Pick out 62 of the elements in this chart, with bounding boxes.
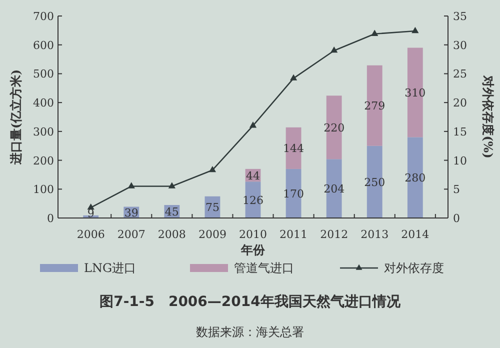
legend-label: LNG进口	[84, 261, 136, 275]
y-tick-label: 600	[33, 38, 54, 52]
legend-label: 管道气进口	[234, 261, 294, 275]
x-axis-title: 年份	[240, 243, 266, 257]
y2-tick-label: 0	[453, 212, 460, 225]
point	[290, 74, 298, 80]
data-label: 75	[205, 201, 220, 214]
data-label: 204	[324, 182, 345, 196]
data-label: 280	[404, 172, 426, 185]
x-tick-label: 2006	[76, 228, 105, 241]
y2-tick-label: 30	[453, 38, 467, 52]
data-label: 279	[364, 100, 386, 113]
y-tick-label: 400	[33, 96, 54, 110]
point	[208, 166, 216, 172]
y2-tick-label: 25	[453, 68, 467, 81]
data-label: 170	[283, 187, 304, 200]
data-label: 45	[164, 206, 179, 219]
y2-tick-label: 5	[453, 183, 460, 196]
point	[412, 26, 419, 34]
point	[249, 122, 257, 128]
data-label: 126	[242, 194, 264, 207]
y2-tick-label: 20	[453, 96, 467, 110]
x-tick-label: 2008	[158, 228, 186, 241]
y-tick-label: 300	[33, 125, 54, 138]
y-tick-label: 500	[33, 68, 54, 81]
y2-tick-label: 15	[453, 125, 467, 138]
source-note: 数据来源：海关总署	[196, 325, 304, 339]
data-label: 44	[246, 169, 260, 182]
point	[371, 30, 378, 36]
y-tick-label: 700	[33, 10, 54, 23]
x-tick-label: 2013	[360, 228, 389, 241]
y-tick-label: 200	[33, 154, 54, 168]
y2-axis-title: 对外依存度(%)	[481, 74, 495, 158]
bar	[326, 159, 342, 218]
x-tick-label: 2011	[280, 228, 308, 241]
data-label: 144	[283, 142, 304, 156]
y-axis-title: 进口量(亿立方米)	[9, 69, 23, 166]
bar	[366, 65, 382, 146]
x-tick-label: 2009	[198, 228, 226, 241]
data-label: 220	[324, 121, 345, 134]
y-tick-label: 0	[47, 212, 54, 225]
data-label: 39	[124, 206, 138, 220]
bar	[366, 146, 382, 218]
bar	[286, 168, 302, 218]
data-label: 310	[404, 86, 426, 100]
data-label: 9	[87, 207, 94, 220]
text: 图7-1-5 2006—2014年我国天然气进口情况	[100, 294, 402, 310]
x-tick-label: 2012	[320, 228, 348, 241]
bar	[407, 137, 423, 218]
legend-label: 对外依存度	[384, 261, 444, 275]
x-tick-label: 2007	[117, 228, 146, 241]
x-tick-label: 2010	[239, 228, 267, 241]
point	[128, 182, 135, 188]
bar	[407, 48, 423, 138]
point	[168, 182, 176, 188]
y-tick-label: 100	[33, 183, 54, 196]
point	[330, 46, 338, 53]
bar	[326, 96, 342, 160]
data-label: 250	[364, 176, 386, 189]
y2-tick-label: 10	[453, 154, 467, 168]
y2-tick-label: 35	[453, 10, 467, 23]
x-tick-label: 2014	[401, 228, 430, 241]
